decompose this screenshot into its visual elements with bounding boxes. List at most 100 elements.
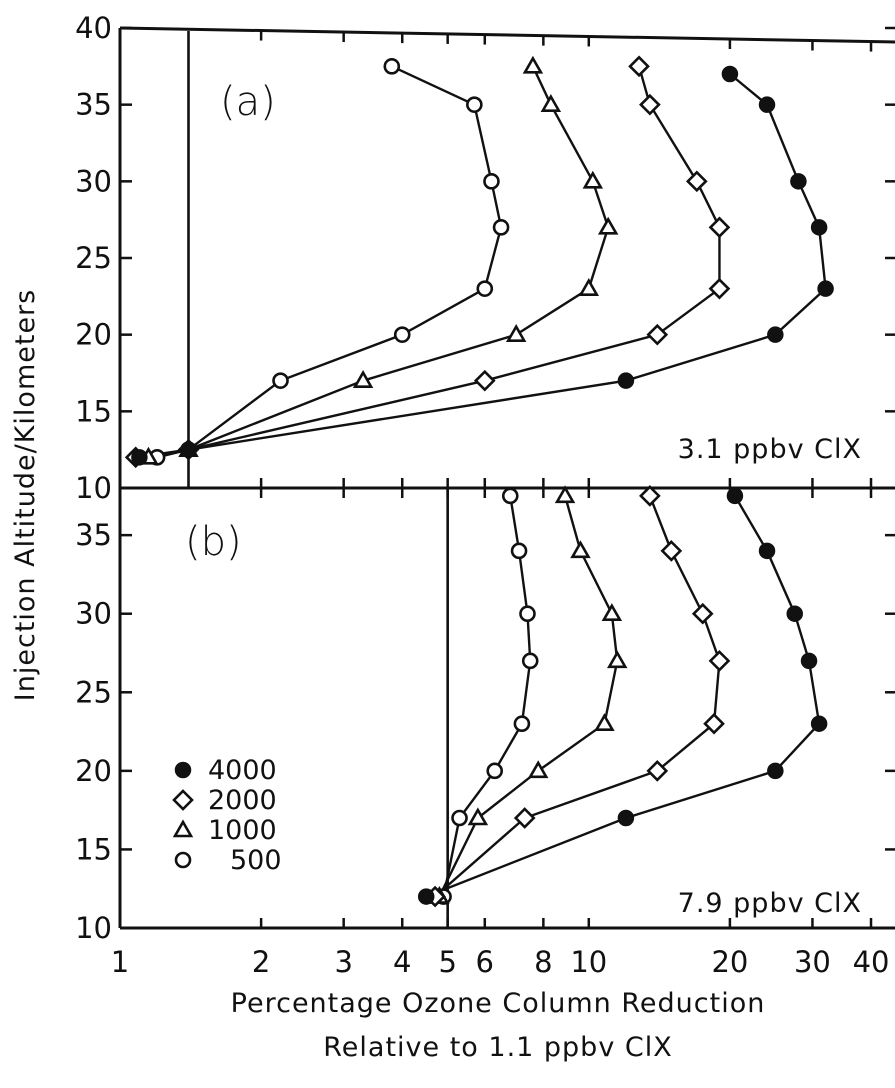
panel-b-series-1000-line — [438, 495, 619, 898]
panel-b-y-tick-label: 30 — [75, 597, 112, 631]
x-tick-label: 6 — [476, 945, 494, 979]
panel-a-series-1000-point — [597, 216, 619, 235]
panel-b-y-tick-label: 15 — [75, 832, 112, 866]
panel-a-series-500-point — [483, 173, 500, 190]
panel-a-series-1000-point — [582, 170, 604, 189]
panel-b-series-500-point — [521, 652, 539, 670]
panel-b-series-4000-point — [786, 605, 803, 622]
panel-b-series-4000-point — [767, 762, 784, 780]
panel-b-series-4000-line — [425, 495, 821, 898]
legend-label-1000: 1000 — [208, 815, 277, 846]
panel-b-series-4000-point — [417, 888, 435, 905]
panel-frames — [118, 26, 895, 930]
panel-b-series-2000-point — [660, 540, 683, 562]
panel-a-y-tick-label: 10 — [75, 471, 112, 505]
panel-a-series-4000-point — [817, 280, 834, 297]
panel-a-series-500-point — [476, 280, 494, 297]
panel-a-series-1000-point — [352, 370, 374, 388]
panel-b-series-500-point — [501, 487, 519, 505]
panel-b-series-500-point — [510, 542, 528, 560]
panel-b-series-500-point — [513, 715, 531, 733]
panel-a-y-tick-label: 20 — [75, 318, 112, 352]
legend-marker-500 — [174, 851, 192, 869]
panel-a-series-500-point — [393, 326, 411, 343]
series-markers — [124, 55, 834, 908]
panel-a-y-tick-label: 30 — [75, 164, 112, 198]
panel-a-series-4000-point — [180, 441, 197, 458]
x-tick-label: 20 — [711, 945, 748, 979]
x-tick-label: 4 — [393, 945, 411, 979]
panel-b-annotation: 7.9 ppbv ClX — [678, 888, 862, 919]
panel-b-series-1000-point — [570, 540, 591, 559]
panel-a-series-1000-point — [522, 55, 544, 74]
panel-b-series-1000-point — [554, 485, 576, 504]
panel-b-series-4000-point — [810, 715, 828, 732]
legend-marker-2000 — [172, 789, 194, 811]
panel-a-y-tick-label: 40 — [75, 11, 112, 45]
panel-b-y-tick-label: 35 — [75, 518, 112, 552]
panel-b-series-1000-point — [594, 713, 615, 732]
panel-b-y-tick-label: 20 — [75, 754, 112, 788]
x-tick-label: 3 — [334, 945, 352, 979]
legend-marker-1000 — [172, 819, 194, 838]
panel-b-series-2000-point — [691, 602, 714, 625]
panel-b-series-2000-point — [703, 712, 725, 735]
panel-b-series-500-line — [442, 495, 532, 897]
legend-label-4000: 4000 — [208, 755, 277, 786]
panel-b-series-2000-line — [434, 495, 721, 898]
legend: 4000 2000 1000 500 — [172, 755, 282, 876]
x-tick-label: 5 — [438, 945, 456, 979]
panel-b-series-500-point — [519, 605, 536, 623]
panel-b-series-2000-point — [708, 650, 731, 672]
panel-a-label: (a) — [220, 79, 276, 125]
panel-a-series-500-point — [492, 219, 510, 236]
panel-a-series-2000-point — [708, 277, 731, 300]
legend-marker-4000 — [174, 761, 192, 779]
panel-b-series-500-point — [451, 809, 468, 827]
panel-b-y-tick-label: 10 — [75, 911, 112, 945]
panel-a-series-2000-point — [685, 170, 708, 193]
legend-label-500: 500 — [230, 845, 282, 876]
panel-b-series-500-point — [486, 762, 504, 780]
x-tick-label: 2 — [252, 945, 270, 979]
panel-a-series-2000-point — [628, 55, 650, 78]
panel-b-series-4000-point — [758, 542, 776, 560]
panel-a-series-4000-point — [617, 372, 635, 389]
panel-a-series-1000-point — [578, 278, 600, 296]
panel-b-series-1000-point — [601, 603, 623, 622]
panel-a-y-tick-label: 25 — [75, 241, 112, 275]
legend-label-2000: 2000 — [208, 785, 277, 816]
panel-a-y-tick-label: 15 — [75, 394, 112, 428]
x-tick-label: 8 — [534, 945, 552, 979]
panel-a-series-4000-point — [131, 449, 148, 466]
x-tick-label: 30 — [794, 945, 831, 979]
panel-b-series-1000-point — [527, 760, 549, 779]
panel-b-series-2000-point — [646, 760, 669, 782]
panel-b-series-4000-point — [726, 487, 744, 505]
panel-a-series-2000-point — [646, 323, 669, 346]
panel-a-series-500-point — [466, 96, 483, 113]
panel-b-series-4000-point — [617, 809, 635, 827]
x-axis-title-line1: Percentage Ozone Column Reduction — [231, 988, 766, 1019]
panel-a-annotation: 3.1 ppbv ClX — [678, 434, 862, 465]
x-axis-title-line2: Relative to 1.1 ppbv ClX — [323, 1032, 673, 1063]
panel-a-series-1000-point — [505, 324, 527, 342]
panel-a-series-1000-point — [540, 94, 562, 112]
panel-a-top-border — [119, 26, 895, 44]
panel-a-series-2000-point — [639, 93, 661, 116]
panel-b-series-2000-point — [513, 807, 536, 829]
panel-a-series-2000-point — [473, 369, 496, 392]
panel-b-series-1000-point — [606, 650, 628, 669]
panel-a-series-500-point — [383, 58, 401, 75]
panel-a-series-4000-point — [767, 326, 784, 343]
panel-a-y-tick-label: 35 — [75, 88, 112, 122]
tick-labels: 10 15 20 25 30 35 40 10 15 20 25 30 35 1 2 3 4 5 6 8 10 20 30 4… — [75, 11, 889, 979]
panel-b-series-1000-point — [467, 807, 489, 826]
x-tick-label: 1 — [111, 945, 129, 979]
panel-b-series-2000-point — [639, 485, 661, 507]
y-axis-title: Injection Altitude/Kilometers — [10, 289, 41, 701]
x-tick-label: 10 — [570, 945, 607, 979]
panel-a-series-4000-point — [758, 96, 776, 113]
x-tick-label: 40 — [853, 945, 890, 979]
